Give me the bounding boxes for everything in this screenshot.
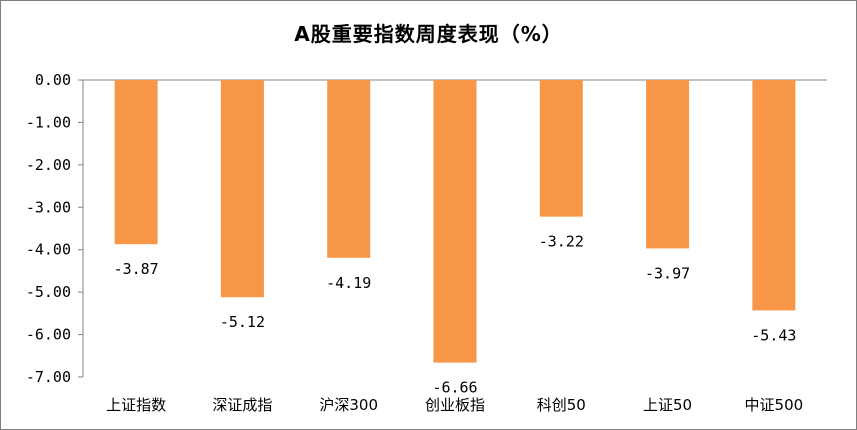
y-tick-label: -7.00 [26,368,71,386]
data-label: -5.43 [751,326,796,344]
y-tick-label: -5.00 [26,283,71,301]
data-label: -3.87 [114,260,159,278]
category-label: 上证50 [643,396,692,414]
chart-title: A股重要指数周度表现（%） [294,22,563,46]
category-label: 沪深300 [319,396,378,414]
y-tick-label: 0.00 [35,71,71,89]
bar [752,80,796,311]
y-tick-label: -3.00 [26,198,71,216]
data-label: -3.97 [645,264,690,282]
axes: 0.00 -1.00 -2.00 -3.00 -4.00 -5.00 -6.00 -7.00 [26,71,827,386]
data-label: -6.66 [432,379,477,397]
category-label: 科创50 [537,396,586,414]
bar [646,80,690,249]
y-tick-label: -6.00 [26,326,71,344]
bars [114,80,796,363]
bar [220,80,264,298]
bar [327,80,371,258]
bar [433,80,477,363]
data-label: -5.12 [220,313,265,331]
data-label: -4.19 [326,274,371,292]
category-label: 深证成指 [212,396,272,414]
category-label: 中证500 [745,396,804,414]
category-label: 上证指数 [106,396,166,414]
y-tick-label: -1.00 [26,113,71,131]
data-label: -3.22 [539,233,584,251]
bar [114,80,158,245]
y-tick-label: -4.00 [26,241,71,259]
y-tick-label: -2.00 [26,156,71,174]
bar [539,80,583,217]
category-label: 创业板指 [425,396,485,414]
